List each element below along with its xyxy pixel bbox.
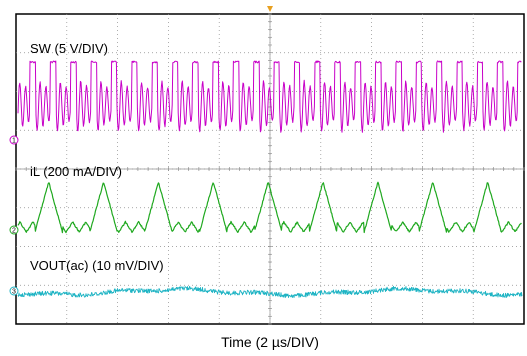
series-sw: [17, 60, 522, 133]
series-il: [17, 181, 522, 234]
series-label-vout: VOUT(ac) (10 mV/DIV): [30, 258, 164, 273]
channel-marker-3: 3: [9, 286, 19, 296]
channel-marker-1-text: 1: [12, 138, 16, 145]
channel-marker-1: 1: [9, 135, 19, 145]
series-label-il: iL (200 mA/DIV): [30, 164, 122, 179]
x-axis-label: Time (2 µs/DIV): [221, 334, 319, 350]
grid: [15, 13, 525, 325]
channel-marker-3-text: 3: [12, 289, 16, 296]
traces: [17, 60, 523, 298]
channel-marker-2-text: 2: [12, 228, 16, 235]
series-label-sw: SW (5 V/DIV): [30, 41, 108, 56]
channel-marker-2: 2: [9, 225, 19, 235]
trigger-marker: [267, 6, 273, 12]
series-vout: [17, 285, 523, 298]
